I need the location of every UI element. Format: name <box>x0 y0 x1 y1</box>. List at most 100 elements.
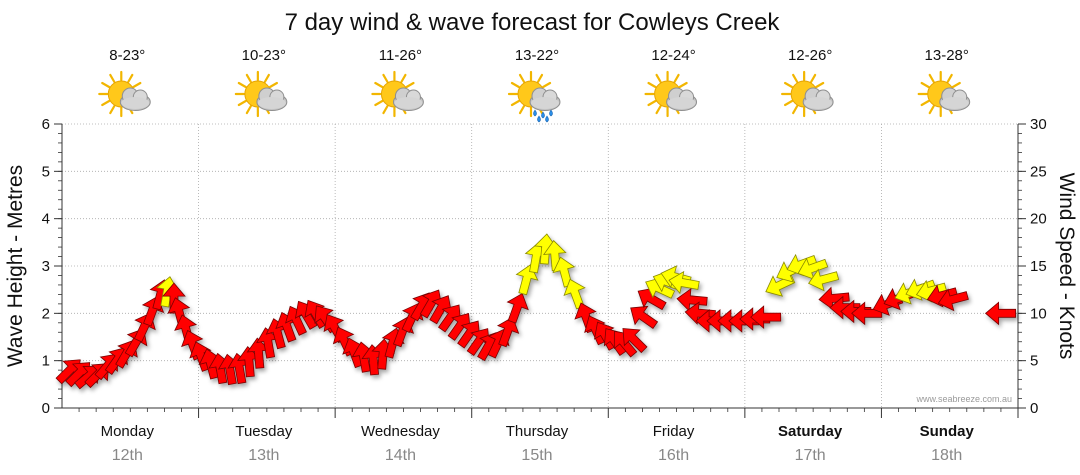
y-ticks-left: 0 1 2 3 4 5 6 <box>42 116 62 417</box>
wind-arrow <box>937 288 969 312</box>
sun-ray <box>101 99 111 107</box>
day-name-label: Monday <box>101 423 155 440</box>
sun-ray <box>268 81 279 89</box>
rain-drop <box>533 109 537 117</box>
day-name-label: Sunday <box>920 423 975 440</box>
wind-arrow <box>496 316 520 348</box>
sun-ray <box>647 81 657 89</box>
cloud-fill <box>940 97 969 109</box>
sun-ray <box>374 81 384 89</box>
wind-arrow-shape <box>937 288 969 312</box>
day-temp-range: 12-26° <box>788 47 832 64</box>
day-name-label: Tuesday <box>235 423 292 440</box>
wind-arrow <box>622 328 648 354</box>
sun-ray <box>810 73 817 83</box>
sun-ray <box>673 73 680 83</box>
cloud-fill <box>121 97 150 109</box>
day-name-label: Saturday <box>778 423 843 440</box>
day-date-label: 12th <box>112 447 143 464</box>
sun-ray <box>647 99 657 107</box>
sun-ray <box>510 99 520 107</box>
wind-arrow <box>668 270 700 295</box>
day-name-label: Friday <box>653 423 695 440</box>
wind-arrow-shape <box>984 301 1017 326</box>
wind-arrow-shape <box>808 268 840 292</box>
sun-ray <box>792 73 799 83</box>
y-tick-right-label: 30 <box>1030 116 1047 133</box>
sun-ray <box>678 81 688 89</box>
sun-ray <box>109 73 116 83</box>
y-tick-right-label: 25 <box>1030 163 1047 180</box>
sun-ray <box>792 105 799 115</box>
sun-ray <box>109 105 116 115</box>
y-ticks-right: 0 5 10 15 20 25 30 <box>1018 116 1047 417</box>
y-tick-left-label: 0 <box>42 400 50 417</box>
sun-ray <box>263 73 270 83</box>
rain-drop <box>541 111 545 119</box>
wind-arrow-shape <box>162 282 186 314</box>
y-tick-right-label: 5 <box>1030 353 1038 370</box>
wind-arrow-shape <box>750 305 782 329</box>
wind-arrow <box>851 301 883 326</box>
y-axis-label-right: Wind Speed - Knots <box>1055 173 1078 360</box>
sun-ray <box>951 81 961 89</box>
wind-arrow <box>984 301 1017 326</box>
sun-ray <box>405 81 415 89</box>
wind-arrow <box>74 366 101 390</box>
sun-ray <box>518 73 526 83</box>
sun-cloud-icon <box>781 70 834 118</box>
day-date-label: 18th <box>931 447 962 464</box>
sun-ray <box>920 99 930 107</box>
wind-arrow <box>630 305 659 329</box>
plot-area <box>61 123 1019 418</box>
rain-drop <box>545 115 549 123</box>
wind-arrow-shape <box>506 292 529 324</box>
day-date-label: 15th <box>521 447 552 464</box>
wind-arrow-shape <box>668 270 700 295</box>
day-date-label: 16th <box>658 447 689 464</box>
y-tick-left-label: 3 <box>42 258 50 275</box>
y-tick-left-label: 5 <box>42 163 50 180</box>
sun-ray <box>127 73 134 83</box>
y-tick-left-label: 4 <box>42 211 50 228</box>
sun-ray <box>237 81 247 89</box>
sun-cloud-icon <box>371 70 424 118</box>
sun-ray <box>237 99 247 107</box>
sun-ray <box>374 99 384 107</box>
sun-ray <box>783 99 794 107</box>
cloud-fill <box>804 97 833 109</box>
cloud-fill <box>257 97 286 109</box>
sun-ray <box>815 81 825 89</box>
y-tick-left-label: 2 <box>42 305 50 322</box>
sun-ray <box>245 105 252 115</box>
sun-ray <box>655 73 662 83</box>
sun-cloud-icon <box>644 70 698 118</box>
day-temp-range: 8-23° <box>109 47 145 64</box>
sun-ray <box>928 105 935 115</box>
day-temp-range: 12-24° <box>651 47 695 64</box>
cloud-fill <box>667 97 696 109</box>
y-tick-left-label: 1 <box>42 353 50 370</box>
day-date-label: 17th <box>795 447 826 464</box>
sun-ray <box>920 81 930 89</box>
sun-ray <box>542 81 552 89</box>
rain-drop <box>549 109 553 117</box>
y-tick-right-label: 10 <box>1030 305 1047 322</box>
day-temp-range: 10-23° <box>242 47 286 64</box>
rain-drop <box>537 115 541 123</box>
sun-ray <box>518 105 526 115</box>
wind-arrow-shape <box>622 328 648 354</box>
day-temp-range: 13-22° <box>515 47 559 64</box>
wind-arrow-shape <box>496 316 520 348</box>
wind-arrow-shape <box>74 366 101 390</box>
wind-arrow <box>808 268 840 292</box>
chart-title: 7 day wind & wave forecast for Cowleys C… <box>285 9 781 36</box>
wind-arrow <box>506 292 529 324</box>
sun-ray <box>655 105 662 115</box>
wind-arrow-shape <box>630 305 659 329</box>
wind-arrow <box>162 282 186 314</box>
sun-ray <box>783 81 794 89</box>
day-date-label: 13th <box>248 447 279 464</box>
wind-arrows <box>55 233 1017 390</box>
wind-arrow <box>750 305 782 329</box>
